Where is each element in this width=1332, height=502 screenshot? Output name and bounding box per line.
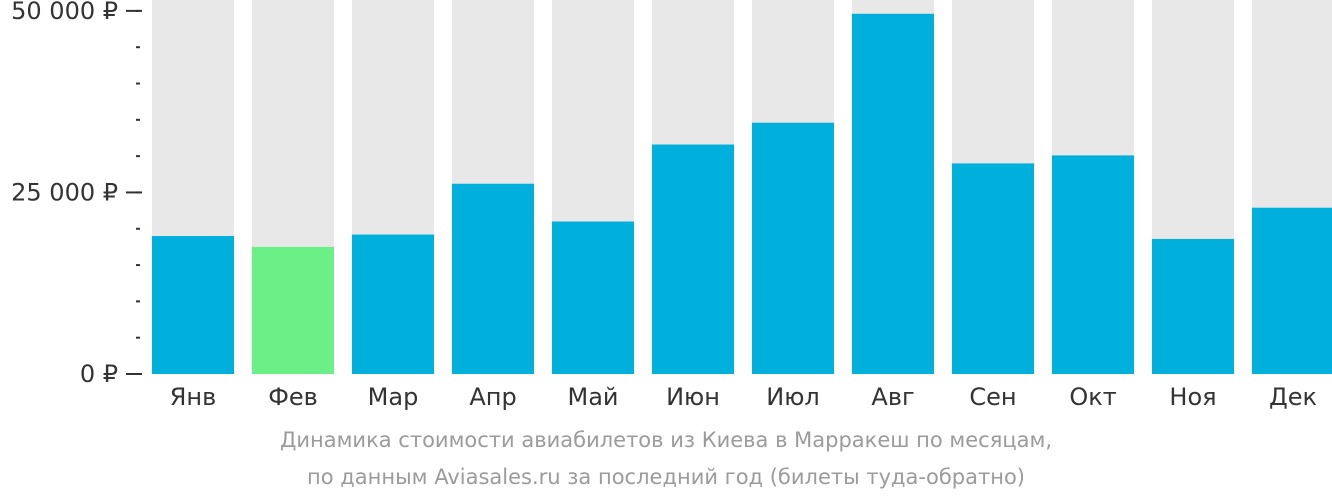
bar-8 — [852, 13, 934, 374]
caption-line-1: Динамика стоимости авиабилетов из Киева … — [279, 428, 1053, 452]
x-tick-label-11: Ноя — [1169, 383, 1216, 411]
x-tick-label-1: Янв — [170, 383, 217, 411]
x-tick-label-2: Фев — [268, 383, 318, 411]
bar-12 — [1252, 207, 1332, 374]
x-tick-label-8: Авг — [871, 383, 914, 411]
y-tick-label-3: 50 000 ₽ — [11, 0, 118, 25]
price-bar-chart: Янв Фев Мар Апр Май Июн Июл Авг Сен Окт Ноя Дек 0 ₽ 2… — [11, 0, 1332, 411]
y-tick-label-2: 25 000 ₽ — [11, 178, 118, 206]
bar-9 — [952, 163, 1034, 374]
x-tick-label-5: Май — [567, 383, 618, 411]
x-tick-label-4: Апр — [469, 383, 516, 411]
x-tick-label-10: Окт — [1069, 383, 1116, 411]
x-tick-label-3: Мар — [368, 383, 419, 411]
bar-2 — [252, 246, 334, 374]
y-tick-label-1: 0 ₽ — [80, 360, 118, 388]
bar-4 — [452, 183, 534, 374]
bar-5 — [552, 221, 634, 374]
bar-6 — [652, 144, 734, 374]
x-tick-label-9: Сен — [969, 383, 1016, 411]
x-tick-label-6: Июн — [666, 383, 720, 411]
x-tick-label-12: Дек — [1269, 383, 1317, 411]
bar-7 — [752, 122, 834, 374]
bar-11 — [1152, 238, 1234, 374]
x-tick-label-7: Июл — [766, 383, 820, 411]
caption-line-2: по данным Aviasales.ru за последний год … — [307, 465, 1025, 489]
bar-10 — [1052, 155, 1134, 374]
bar-3 — [352, 234, 434, 374]
bar-1 — [152, 236, 234, 374]
